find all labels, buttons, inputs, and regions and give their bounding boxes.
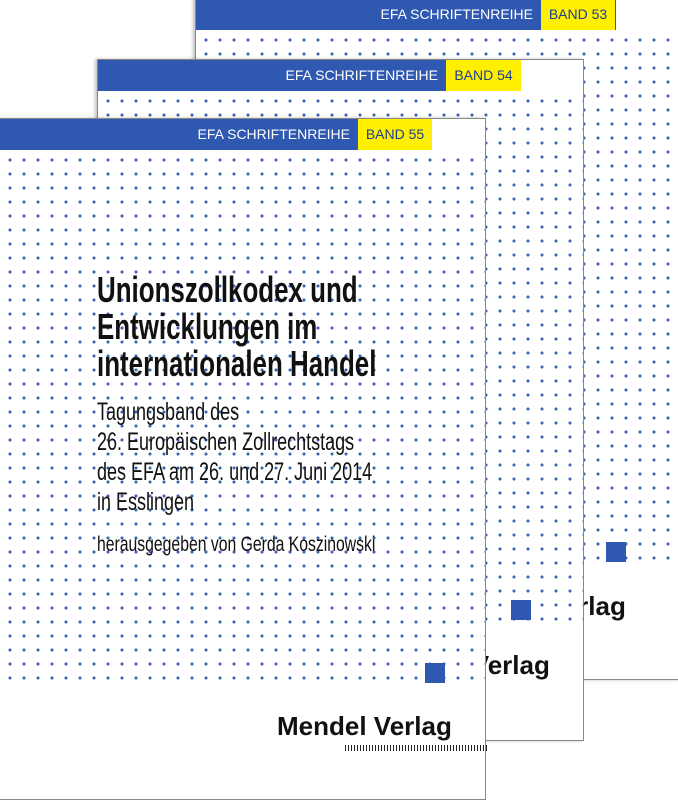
- book-cover: EFA SCHRIFTENREIHE BAND 55 Unionszollkod…: [0, 118, 487, 800]
- series-label: EFA SCHRIFTENREIHE: [197, 126, 350, 142]
- title-line: internationalen Handel: [97, 343, 377, 384]
- blue-square: [606, 542, 626, 562]
- subtitle-line: in Esslingen: [97, 488, 195, 516]
- band-label: BAND 54: [446, 60, 521, 91]
- series-label: EFA SCHRIFTENREIHE: [285, 67, 438, 83]
- blue-square: [425, 663, 445, 683]
- band-label: BAND 55: [358, 119, 432, 150]
- hatch-line: [345, 745, 487, 751]
- blue-square: [511, 600, 531, 620]
- series-label: EFA SCHRIFTENREIHE: [380, 6, 533, 22]
- subtitle-line: Tagungsband des: [97, 398, 240, 426]
- dot-pattern: [0, 150, 485, 680]
- subtitle-line: 26. Europäischen Zollrechtstags: [97, 428, 355, 456]
- title-line: Unionszollkodex und: [97, 269, 358, 310]
- title-line: Entwicklungen im: [97, 306, 318, 347]
- editor: herausgegeben von Gerda Koszinowski: [97, 533, 376, 556]
- publisher: Mendel Verlag: [277, 711, 452, 741]
- band-label: BAND 53: [541, 0, 615, 30]
- subtitle-line: des EFA am 26. und 27. Juni 2014: [97, 458, 373, 486]
